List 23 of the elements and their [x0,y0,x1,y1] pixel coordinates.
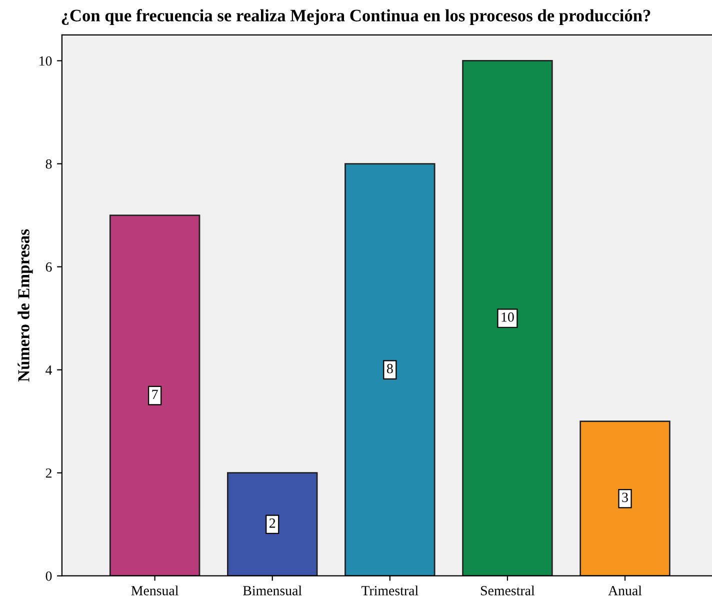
x-tick-label: Anual [608,586,642,596]
x-tick-label: Bimensual [243,586,302,596]
bar [580,420,670,576]
x-tick-label: Mensual [131,586,178,596]
y-tick-label: 8 [46,159,52,169]
y-axis-title: Número de Empresas [18,229,33,382]
bar [344,163,436,576]
y-tick-label: 4 [46,365,52,375]
chart-title: ¿Con que frecuencia se realiza Mejora Continua en los procesos de producción? [62,9,650,25]
bar [226,472,318,576]
x-tick-label: Trimestral [361,586,418,596]
data-label: 10 [502,312,514,322]
data-label: 7 [152,390,158,399]
y-tick-label: 2 [46,468,52,478]
data-label: 2 [270,518,276,528]
bar [462,60,553,576]
y-tick-label: 6 [46,262,52,272]
data-label: 8 [386,364,393,374]
y-tick-label: 0 [46,571,52,581]
y-tick-label: 10 [40,56,52,66]
data-label: 3 [622,492,628,502]
x-tick-label: Semestral [481,586,535,596]
bar [109,214,200,576]
